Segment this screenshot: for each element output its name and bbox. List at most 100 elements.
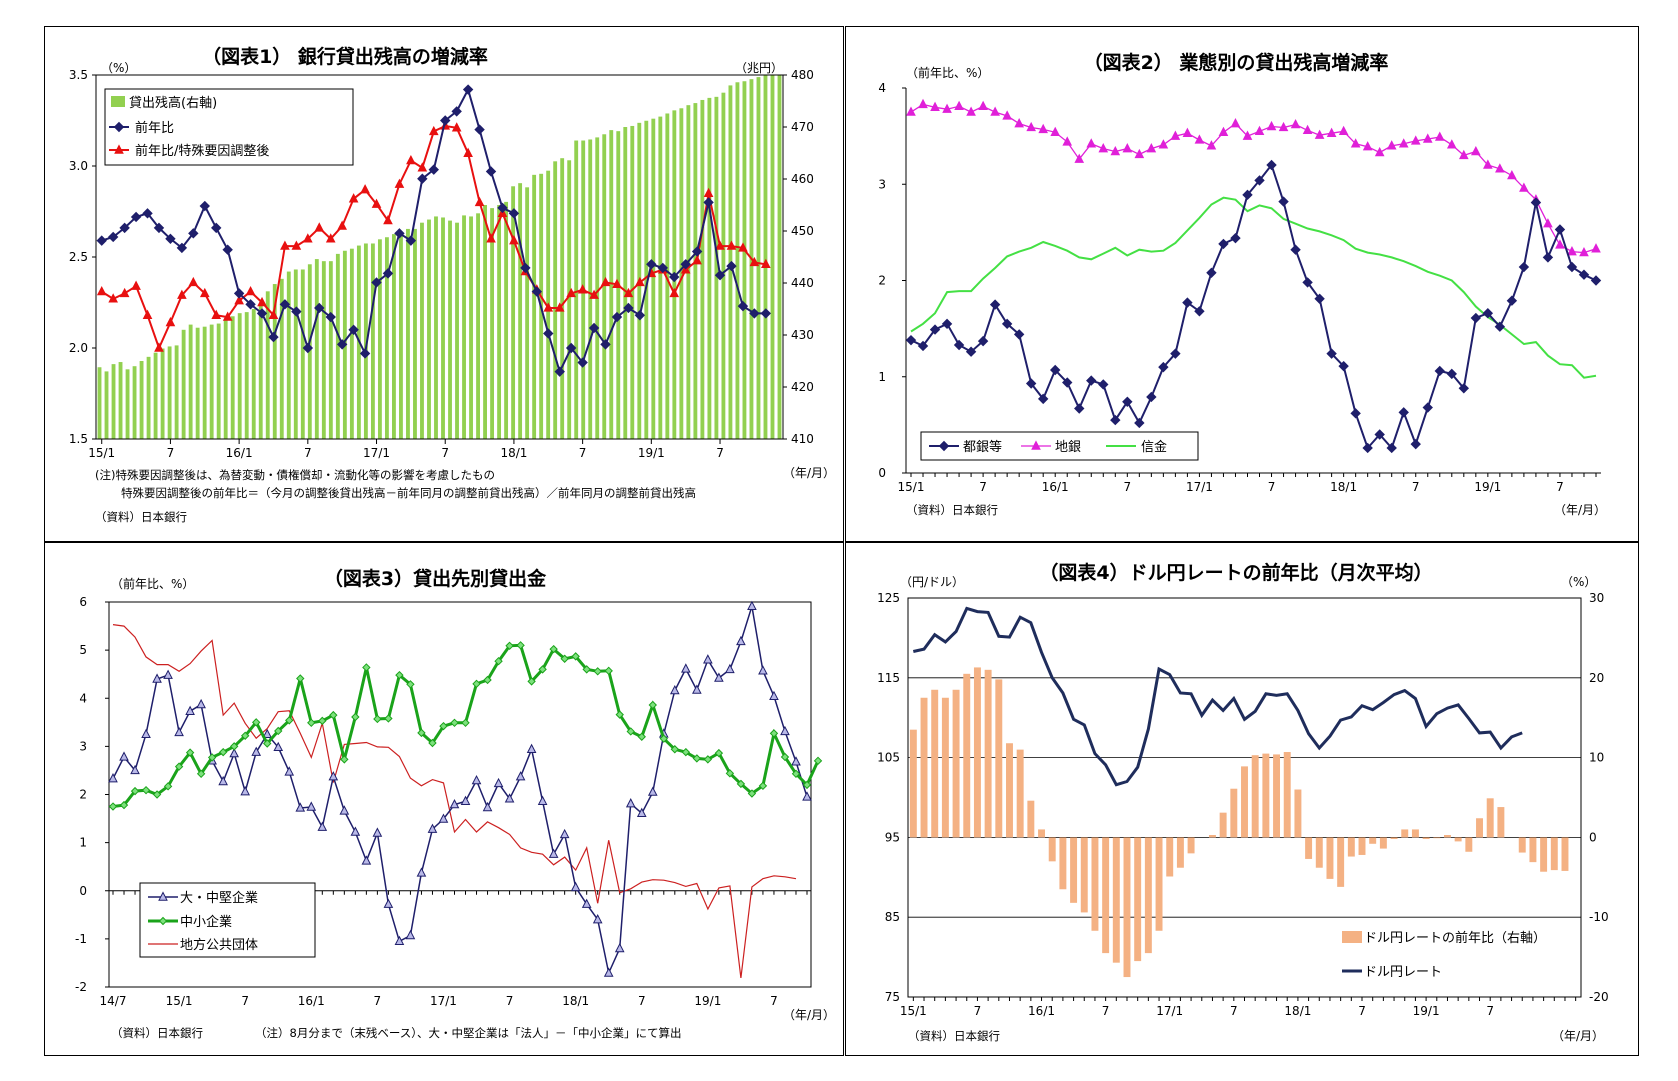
- loan-balance-bar: [490, 208, 495, 439]
- large-firm-line-point: [284, 766, 295, 776]
- loan-balance-bar: [777, 75, 782, 439]
- adjusted-yoy-line-point: [761, 258, 771, 268]
- legend-marker-sme: [158, 916, 168, 926]
- large-firm-line-point: [350, 826, 361, 836]
- x-tick-label: 14/7: [100, 994, 127, 1008]
- sme-line-point: [152, 790, 162, 799]
- y-tick-label-left: 75: [885, 990, 900, 1004]
- sme-line-point: [130, 786, 140, 796]
- x-axis-label: （年/月）: [1552, 1029, 1604, 1043]
- sme-line-point: [571, 652, 580, 661]
- sme-line-point: [406, 680, 415, 689]
- yoy-bar: [1123, 837, 1131, 978]
- adjusted-yoy-line-point: [600, 276, 611, 287]
- chart-panel-2: （図表2） 業態別の貸出残高増減率 （前年比、%） 4 3 2 1 0 15/1 7 16/1 7 1…: [845, 26, 1639, 542]
- yoy-bar: [1155, 837, 1163, 931]
- local-gov-line: [112, 624, 797, 978]
- regional-line-point: [1362, 141, 1373, 151]
- city-bank-line-point: [1110, 414, 1121, 426]
- y-tick-label-right: -20: [1589, 990, 1609, 1004]
- yoy-line-point: [737, 300, 749, 312]
- sme-line-point: [648, 700, 657, 710]
- large-firm-line-point: [736, 635, 746, 646]
- sme-line-point: [163, 782, 173, 791]
- adjusted-yoy-line-point: [211, 309, 222, 319]
- x-axis-label: （年/月）: [1554, 503, 1606, 517]
- yoy-line-point: [256, 308, 268, 319]
- sme-line-point: [736, 779, 746, 789]
- city-bank-line-point: [1578, 269, 1590, 280]
- y-tick-label-right: 470: [791, 120, 814, 134]
- y-tick-label-left: 95: [885, 830, 900, 844]
- large-firm-line-point: [482, 801, 493, 812]
- sme-line-point: [714, 748, 724, 758]
- adjusted-yoy-line-point: [280, 240, 290, 250]
- source-note: （資料）日本銀行: [906, 503, 998, 517]
- y-tick-label: 2: [79, 788, 87, 802]
- loan-balance-bar: [504, 201, 509, 439]
- yoy-bar: [1219, 812, 1227, 838]
- yoy-bar: [1465, 837, 1473, 852]
- adjusted-yoy-line-point: [142, 309, 153, 319]
- source-note: （資料）日本銀行: [111, 1026, 203, 1040]
- yoy-line-point: [474, 124, 485, 135]
- yoy-line-point: [142, 208, 153, 219]
- legend-marker-regional: [1031, 440, 1041, 450]
- regional-line-point: [1014, 118, 1024, 128]
- y-tick-label-right: 420: [791, 380, 814, 394]
- y-axis-label-right: （%）: [1561, 575, 1596, 589]
- note-1: （注）8月分まで（末残ベース）、大・中堅企業は「法人」－「中小企業」にて算出: [255, 1026, 682, 1040]
- yoy-bar: [1166, 837, 1174, 877]
- loan-balance-bar: [139, 361, 144, 439]
- yoy-line-point: [119, 222, 130, 234]
- large-firm-line-point: [218, 775, 228, 786]
- adjusted-yoy-line-point: [348, 193, 359, 203]
- sme-line-point: [791, 769, 801, 779]
- city-bank-line-point: [1374, 429, 1385, 440]
- plot-area: [95, 74, 784, 440]
- x-tick-label: 15/1: [166, 994, 193, 1008]
- legend-swatch-balance: [111, 96, 125, 107]
- sme-line-point: [593, 667, 602, 676]
- large-firm-line-point: [251, 746, 262, 756]
- y-tick-label-right: 460: [791, 172, 814, 186]
- legend-label-city: 都銀等: [963, 439, 1002, 455]
- city-bank-line-point: [1242, 189, 1253, 201]
- x-tick-label: 15/1: [898, 480, 925, 494]
- loan-balance-bar: [258, 303, 263, 439]
- yoy-line-point: [233, 288, 245, 299]
- y-tick-label: 3: [79, 739, 87, 753]
- loan-balance-bar: [104, 371, 109, 439]
- yoy-bar: [1422, 837, 1430, 839]
- yoy-line-point: [497, 202, 508, 214]
- yoy-bar: [1433, 837, 1441, 839]
- yoy-line-point: [520, 262, 531, 274]
- yoy-bar: [1497, 807, 1505, 838]
- chart-panel-1: （図表1） 銀行貸出残高の増減率 （%） （兆円） 3.5 3.0 2.5 2.0 1.5 48…: [44, 26, 844, 542]
- large-firm-line-point: [449, 799, 460, 809]
- sme-line-point: [461, 718, 470, 728]
- large-firm-line-point: [196, 698, 206, 709]
- sme-line-point: [615, 710, 624, 719]
- large-firm-line-point: [141, 728, 151, 739]
- loan-balance-bar: [756, 77, 761, 439]
- yoy-bar: [909, 729, 917, 838]
- loan-balance-bar: [223, 320, 228, 439]
- loan-balance-bar: [181, 329, 186, 439]
- legend-label-sme: 中小企業: [180, 914, 232, 930]
- adjusted-yoy-line-point: [715, 240, 725, 250]
- adjusted-yoy-line-point: [703, 187, 714, 197]
- sme-line-point: [527, 677, 536, 686]
- loan-balance-bar: [644, 120, 649, 439]
- loan-balance-bar: [770, 75, 775, 439]
- yoy-bar: [952, 689, 960, 838]
- x-tick-label: 7: [441, 446, 449, 460]
- loan-balance-bar: [399, 234, 403, 439]
- sme-line-point: [560, 654, 569, 663]
- sme-line-point: [263, 739, 272, 748]
- city-bank-line: [910, 162, 1597, 450]
- sme-line-point: [218, 747, 228, 757]
- regional-line-point: [1158, 139, 1169, 149]
- large-firm-line-point: [669, 684, 680, 695]
- city-bank-line-point: [989, 299, 1001, 310]
